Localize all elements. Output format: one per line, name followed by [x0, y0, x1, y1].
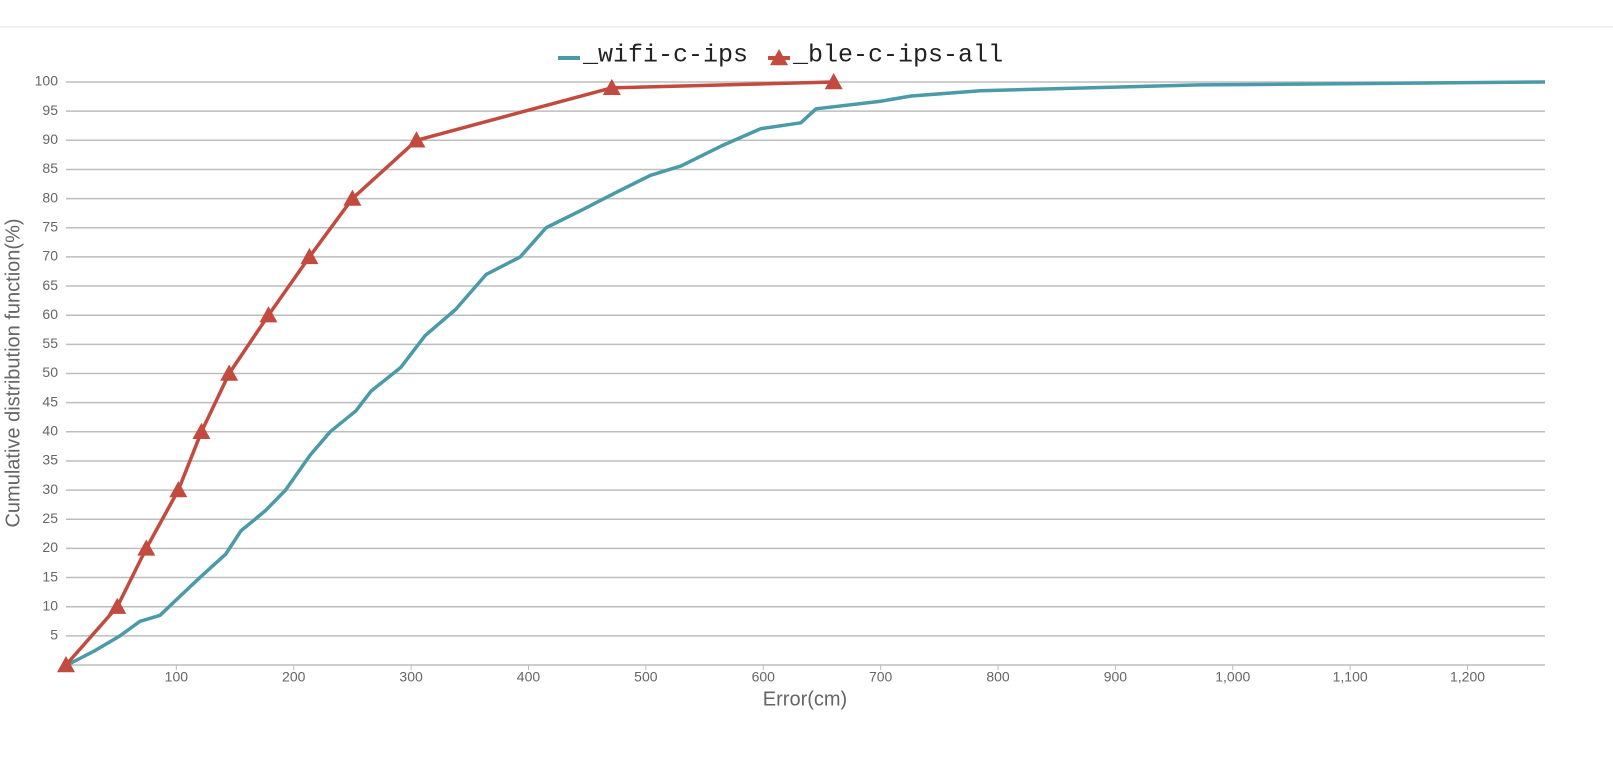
- marker: [220, 364, 239, 381]
- x-tick-label: 1,200: [1450, 669, 1485, 685]
- y-tick-label: 95: [42, 102, 58, 118]
- y-tick-label: 25: [42, 510, 58, 526]
- x-tick-label: 200: [282, 669, 306, 685]
- legend-marker: [770, 49, 789, 66]
- x-tick-label: 1,100: [1333, 669, 1368, 685]
- y-tick-label: 75: [42, 218, 58, 234]
- series-line: [66, 80, 1546, 667]
- legend-label: _wifi-c-ips: [582, 41, 748, 70]
- marker: [57, 656, 75, 673]
- y-tick-label: 30: [42, 481, 58, 497]
- y-tick-label: 20: [42, 539, 58, 555]
- x-tick-label: 400: [517, 669, 541, 685]
- legend-item: _ble-c-ips-all: [768, 41, 1003, 70]
- marker: [343, 189, 362, 206]
- marker: [192, 422, 211, 439]
- y-tick-label: 80: [42, 189, 58, 205]
- y-tick-label: 40: [42, 423, 58, 439]
- y-tick-label: 90: [42, 131, 58, 147]
- y-tick-label: 60: [42, 306, 58, 322]
- series-line: [64, 80, 834, 667]
- y-axis-title: Cumulative distribution function(%): [2, 218, 24, 527]
- x-tick-label: 1,000: [1215, 669, 1250, 685]
- marker: [108, 597, 127, 614]
- x-tick-label: 800: [986, 669, 1010, 685]
- y-tick-label: 35: [42, 452, 58, 468]
- x-tick-label: 300: [399, 669, 423, 685]
- y-tick-label: 100: [35, 73, 59, 89]
- marker: [137, 539, 156, 556]
- y-tick-label: 55: [42, 335, 58, 351]
- x-axis-title: Error(cm): [763, 688, 847, 710]
- marker: [602, 78, 621, 96]
- y-tick-label: 85: [42, 160, 58, 176]
- y-tick-label: 50: [42, 364, 58, 380]
- marker: [824, 73, 843, 90]
- marker: [407, 131, 426, 148]
- x-tick-label: 900: [1104, 669, 1128, 685]
- x-tick-label: 700: [869, 669, 893, 685]
- y-tick-label: 45: [42, 393, 58, 409]
- y-tick-label: 15: [42, 568, 58, 584]
- y-tick-label: 65: [42, 277, 58, 293]
- marker: [300, 247, 319, 265]
- x-tick-label: 600: [752, 669, 776, 685]
- marker: [259, 306, 278, 323]
- y-tick-label: 10: [42, 597, 58, 613]
- legend-label: _ble-c-ips-all: [792, 41, 1003, 70]
- legend-item: _wifi-c-ips: [558, 41, 748, 70]
- y-tick-label: 5: [50, 627, 58, 643]
- y-tick-label: 70: [42, 248, 58, 264]
- x-tick-label: 500: [634, 669, 658, 685]
- marker: [169, 481, 188, 498]
- x-tick-label: 100: [165, 669, 189, 685]
